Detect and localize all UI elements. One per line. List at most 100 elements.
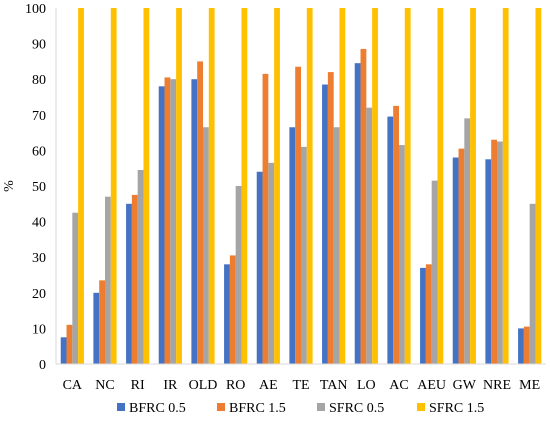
x-tick-label: AEU <box>417 378 446 393</box>
bar <box>360 48 367 364</box>
legend-swatch <box>417 403 425 411</box>
bar <box>235 186 242 364</box>
x-tick-label: RO <box>226 378 245 393</box>
bar <box>306 8 313 364</box>
bar <box>322 84 328 364</box>
bar <box>497 141 503 364</box>
y-tick-label: 30 <box>32 251 46 266</box>
bar <box>372 8 378 364</box>
bar <box>354 63 361 365</box>
legend-label: SFRC 0.5 <box>329 401 384 416</box>
legend: BFRC 0.5 BFRC 1.5 SFRC 0.5 SFRC 1.5 <box>117 401 484 416</box>
legend-swatch <box>317 403 325 411</box>
bar <box>274 8 280 364</box>
x-tick-label: CA <box>63 378 83 393</box>
y-tick-label: 90 <box>32 38 46 53</box>
bar <box>262 73 269 365</box>
y-tick-labels: 0 10 20 30 40 50 60 70 80 90 100 <box>25 2 46 373</box>
x-tick-label: TE <box>292 378 309 393</box>
bar <box>256 171 263 364</box>
bar <box>208 8 215 364</box>
bar <box>78 8 84 364</box>
bar <box>176 8 182 364</box>
bar <box>229 255 236 364</box>
bar <box>458 148 465 364</box>
bar <box>110 8 117 364</box>
x-tick-label: OLD <box>189 378 218 393</box>
bar <box>327 72 334 364</box>
y-tick-label: 50 <box>32 180 46 195</box>
bar <box>203 127 209 364</box>
bar <box>518 328 524 364</box>
bar <box>191 79 198 364</box>
bar <box>268 162 275 364</box>
bar <box>387 116 394 364</box>
bar <box>224 264 230 364</box>
y-tick-label: 0 <box>39 358 46 373</box>
bar <box>126 203 132 364</box>
bar <box>523 326 530 364</box>
y-axis-title-group: % <box>2 180 17 192</box>
bar <box>105 196 111 364</box>
y-tick-label: 10 <box>32 322 46 337</box>
legend-label: SFRC 1.5 <box>429 401 484 416</box>
x-tick-label: NRE <box>483 378 511 393</box>
x-tick-label: AE <box>259 378 278 393</box>
bar <box>143 8 150 364</box>
bar <box>470 8 476 364</box>
bar <box>164 77 171 365</box>
x-tick-label: LO <box>357 378 376 393</box>
series-2 <box>66 48 530 365</box>
x-tick-label: AC <box>389 378 408 393</box>
bar <box>431 180 438 364</box>
series-4 <box>78 8 542 364</box>
bar <box>437 8 444 364</box>
y-tick-label: 80 <box>32 73 46 88</box>
legend-label: BFRC 1.5 <box>229 401 286 416</box>
bar <box>420 267 426 364</box>
bar <box>399 145 405 364</box>
bar <box>241 8 248 364</box>
legend-swatch <box>217 403 225 411</box>
x-tick-label: RI <box>131 378 145 393</box>
bar <box>464 118 471 364</box>
legend-item: SFRC 1.5 <box>417 401 484 416</box>
bar <box>502 8 509 364</box>
bar <box>529 203 536 364</box>
x-tick-label: IR <box>163 378 178 393</box>
legend-item: BFRC 0.5 <box>117 401 186 416</box>
x-tick-label: GW <box>453 378 477 393</box>
y-tick-label: 20 <box>32 287 46 302</box>
x-tick-label: ME <box>519 378 540 393</box>
legend-item: BFRC 1.5 <box>217 401 286 416</box>
series-3 <box>72 79 536 365</box>
bar <box>535 8 542 364</box>
bar <box>72 212 79 364</box>
bar <box>60 337 67 364</box>
y-tick-label: 100 <box>25 2 46 17</box>
bar <box>170 79 177 364</box>
y-tick-label: 70 <box>32 109 46 124</box>
bar <box>93 292 100 364</box>
bar <box>197 61 203 365</box>
bar <box>289 127 296 364</box>
axis-lines <box>55 8 546 365</box>
legend-label: BFRC 0.5 <box>129 401 186 416</box>
bar <box>137 169 144 364</box>
bars <box>60 8 542 365</box>
bar <box>333 127 340 364</box>
bar <box>99 280 105 364</box>
bar <box>491 139 497 364</box>
bar <box>393 105 399 365</box>
x-tick-labels: CA NC RI IR OLD RO AE TE TAN LO AC AEU GW NRE ME <box>63 378 541 393</box>
bar <box>158 86 165 364</box>
bar <box>404 8 411 364</box>
bar <box>295 66 301 365</box>
bar <box>66 324 73 364</box>
bar <box>339 8 346 364</box>
bar <box>425 264 432 364</box>
y-axis-title: % <box>2 180 17 192</box>
y-tick-label: 40 <box>32 216 46 231</box>
